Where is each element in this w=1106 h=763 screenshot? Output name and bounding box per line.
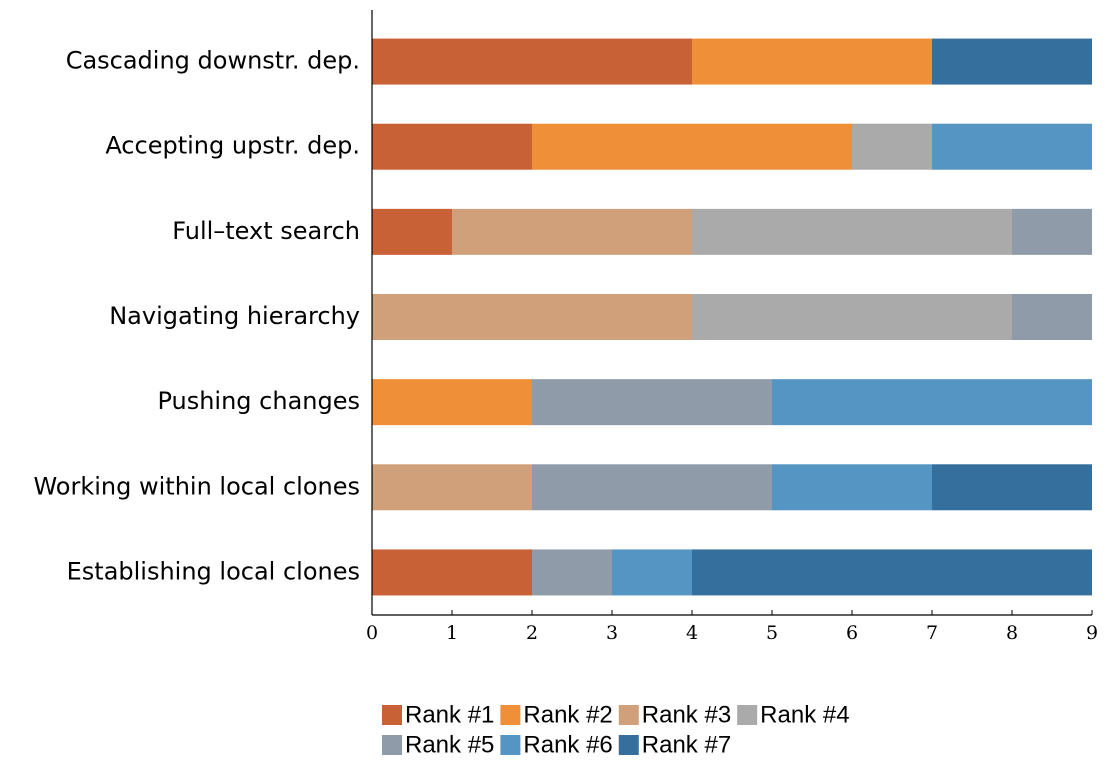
bar-segment: [532, 464, 772, 511]
x-tick-label: 3: [606, 622, 618, 644]
legend-swatch: [618, 705, 639, 725]
bar-segment: [932, 464, 1092, 511]
bar-segment: [692, 294, 1012, 340]
x-tick-label: 7: [926, 622, 938, 644]
legend-swatch: [500, 705, 521, 725]
legend-label: Rank #3: [642, 701, 731, 728]
x-tick-label: 6: [846, 622, 858, 644]
legend-label: Rank #6: [523, 731, 612, 758]
bar-segment: [852, 123, 932, 170]
category-label: Pushing changes: [157, 387, 360, 415]
bar-segment: [372, 38, 692, 85]
bar-segment: [932, 38, 1092, 85]
bar-segment: [532, 379, 772, 426]
legend-swatch: [500, 735, 521, 755]
x-tick-label: 4: [686, 622, 698, 644]
bar-segment: [932, 123, 1092, 170]
x-tick-label: 0: [366, 622, 378, 644]
bar-segment: [532, 123, 852, 170]
category-label: Working within local clones: [33, 472, 360, 500]
bar-segment: [372, 379, 532, 426]
legend-swatch: [618, 735, 639, 755]
legend-swatch: [382, 735, 402, 755]
legend-swatch: [737, 705, 758, 725]
bar-segment: [772, 464, 932, 511]
bar-segment: [372, 549, 532, 596]
bar-segment: [692, 208, 1012, 255]
legend-label: Rank #4: [760, 701, 849, 728]
category-label: Full–text search: [172, 217, 360, 245]
bar-segment: [372, 208, 452, 255]
bar-segment: [692, 38, 932, 85]
legend-label: Rank #1: [405, 701, 494, 728]
bar-segment: [1012, 294, 1092, 340]
category-label: Cascading downstr. dep.: [66, 47, 360, 75]
legend-swatch: [382, 705, 402, 725]
bar-segment: [692, 549, 1092, 596]
bar-segment: [1012, 208, 1092, 255]
x-tick-label: 9: [1086, 622, 1098, 644]
category-label: Establishing local clones: [67, 557, 360, 585]
category-label: Navigating hierarchy: [109, 302, 360, 330]
legend-label: Rank #2: [523, 701, 612, 728]
bar-segment: [372, 123, 532, 170]
category-label: Accepting upstr. dep.: [105, 132, 360, 160]
bar-segment: [532, 549, 612, 596]
bar-segment: [372, 294, 692, 340]
bar-segment: [452, 208, 692, 255]
legend-label: Rank #5: [405, 731, 494, 758]
x-tick-label: 5: [766, 622, 778, 644]
x-tick-label: 1: [446, 622, 458, 644]
bar-segment: [772, 379, 1092, 426]
x-tick-label: 8: [1006, 622, 1018, 644]
x-tick-label: 2: [526, 622, 538, 644]
legend-label: Rank #7: [642, 731, 731, 758]
bar-segment: [612, 549, 692, 596]
bar-segment: [372, 464, 532, 511]
